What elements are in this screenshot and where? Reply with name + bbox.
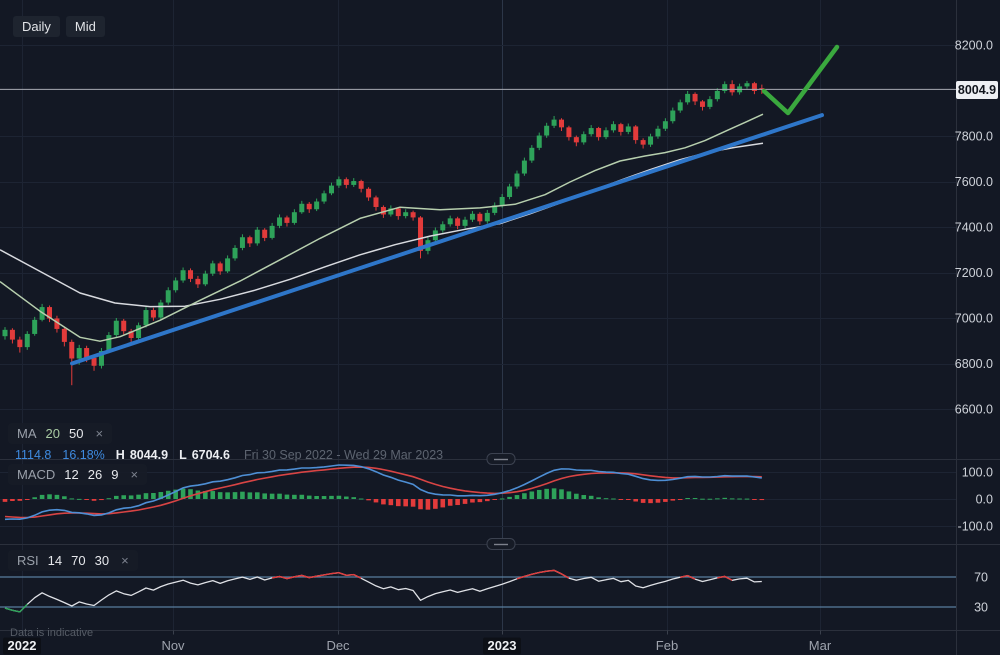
axis-tick-label: 100.0 — [962, 466, 993, 480]
ma20-line — [0, 113, 764, 342]
stat-high-label: H — [115, 448, 125, 462]
rsi-legend: RSI 14 70 30 × — [8, 550, 138, 571]
macd-legend-pill[interactable]: MACD 12 26 9 × — [8, 464, 148, 485]
gridlines — [0, 0, 956, 630]
macd-param-fast: 12 — [64, 467, 79, 482]
candles-layer — [2, 80, 765, 386]
macd-close-icon[interactable]: × — [130, 467, 139, 482]
macd-axis-labels[interactable]: 100.0 0.0 -100.0 — [958, 466, 994, 534]
year-label-badge — [483, 637, 521, 655]
axis-tick-label: 7800.0 — [955, 130, 993, 144]
macd-legend: MACD 12 26 9 × — [8, 464, 148, 485]
rsi-pane — [0, 569, 956, 613]
data-indicative-note: Data is indicative — [10, 627, 94, 639]
stat-range-value: 1114.8 — [15, 448, 52, 462]
macd-param-signal: 9 — [111, 467, 119, 482]
axis-tick-label: Nov — [161, 638, 185, 653]
last-price-label: 8004.9 — [956, 81, 998, 99]
axis-tick-label: 6600.0 — [955, 403, 993, 417]
stat-change-percent: 16.18% — [62, 448, 105, 462]
rsi-param-period: 14 — [47, 553, 63, 568]
timeframe-mid-button[interactable]: Mid — [65, 16, 105, 37]
axis-tick-label: 7400.0 — [955, 221, 993, 235]
axis-tick-label: 30 — [974, 601, 988, 615]
rsi-legend-pill[interactable]: RSI 14 70 30 × — [8, 550, 138, 571]
stat-low-value: 6704.6 — [191, 448, 230, 462]
year-label-badge — [3, 637, 41, 655]
ma-close-icon[interactable]: × — [95, 426, 104, 441]
ma-stats-row: 1114.8 16.18% H 8044.9 L 6704.6 Fri 30 Sep… — [8, 444, 443, 462]
ma-param-20: 20 — [45, 426, 60, 441]
axis-tick-label: 7600.0 — [955, 175, 993, 189]
axis-tick-label: 7200.0 — [955, 266, 993, 280]
macd-param-slow: 26 — [87, 467, 103, 482]
axis-tick-label: Feb — [656, 638, 678, 653]
axis-tick-label: 0.0 — [976, 493, 993, 507]
macd-histogram — [2, 488, 765, 510]
ma-indicator-label: MA — [17, 426, 37, 441]
stat-high-value: 8044.9 — [129, 448, 169, 462]
axis-tick-label: -100.0 — [958, 520, 993, 534]
rsi-param-lower: 30 — [94, 553, 110, 568]
macd-pane — [2, 464, 765, 521]
time-axis-labels[interactable]: 2022 Nov Dec 2023 Feb Mar — [3, 630, 832, 655]
trendline-annotation[interactable] — [70, 113, 824, 366]
rsi-overbought-segments — [271, 569, 733, 581]
pane-resize-handle-2[interactable] — [486, 538, 516, 550]
projection-arrow-annotation[interactable] — [761, 44, 840, 116]
macd-signal-line — [4, 466, 762, 519]
stat-low-label: L — [179, 448, 187, 462]
main-price-pane — [0, 44, 956, 386]
axis-tick-label: 2022 — [8, 638, 37, 653]
axis-tick-label: 70 — [974, 571, 988, 585]
axis-tick-label: Mar — [809, 638, 832, 653]
axis-tick-label: 7000.0 — [955, 312, 993, 326]
price-axis-labels[interactable]: 8200.0 7800.0 7600.0 7400.0 7200.0 7000.0 6800… — [955, 39, 993, 417]
rsi-axis-labels[interactable]: 70 30 — [974, 571, 988, 615]
rsi-line — [4, 569, 762, 613]
rsi-oversold-segments — [4, 603, 28, 613]
ma-legend: MA 20 50 × 1114.8 16.18% H 8044.9 L 6704.6… — [8, 423, 443, 462]
axis-tick-label: 2023 — [488, 638, 517, 653]
macd-indicator-label: MACD — [17, 467, 56, 482]
macd-line — [4, 464, 762, 521]
rsi-param-upper: 70 — [71, 553, 86, 568]
ma-legend-pill[interactable]: MA 20 50 × — [8, 423, 113, 444]
rsi-close-icon[interactable]: × — [121, 553, 129, 568]
axis-tick-label: 8200.0 — [955, 39, 993, 53]
timeframe-toolbar: Daily Mid — [13, 16, 105, 37]
axis-tick-label: Dec — [326, 638, 350, 653]
axis-tick-label: 6800.0 — [955, 357, 993, 371]
rsi-indicator-label: RSI — [17, 553, 39, 568]
ma50-line — [0, 142, 764, 308]
stat-date-range: Fri 30 Sep 2022 - Wed 29 Mar 2023 — [243, 448, 444, 462]
ma-param-50: 50 — [68, 426, 84, 441]
pane-resize-handle-1[interactable] — [486, 453, 516, 465]
timeframe-daily-button[interactable]: Daily — [13, 16, 60, 37]
